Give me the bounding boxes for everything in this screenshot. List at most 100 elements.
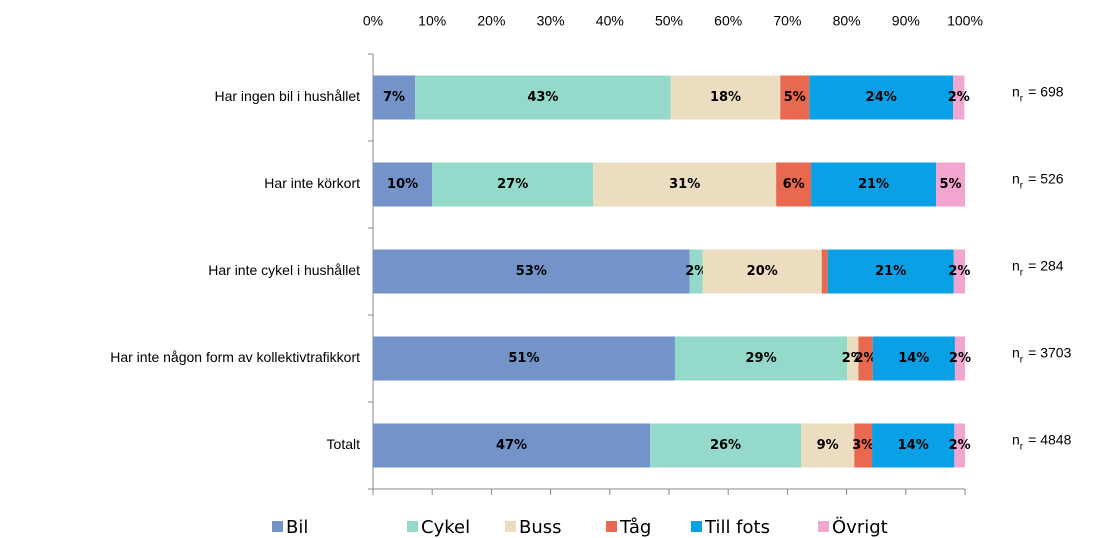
bar-segment xyxy=(776,162,812,207)
x-tick-label: 40% xyxy=(596,13,624,29)
bar-segment xyxy=(872,336,955,381)
bar-segment xyxy=(954,336,965,381)
bar-segment xyxy=(954,423,965,468)
annotation: nr = 526 xyxy=(1012,170,1064,191)
data-label: 2% xyxy=(949,438,971,453)
data-label: 10% xyxy=(387,177,418,192)
legend-swatch xyxy=(818,521,829,532)
legend-label: Bil xyxy=(286,517,308,538)
data-label: 2% xyxy=(842,351,864,366)
bar-segment xyxy=(702,249,822,294)
data-label: 24% xyxy=(866,90,897,105)
legend-label: Till fots xyxy=(704,517,770,538)
data-label: 5% xyxy=(939,177,961,192)
bar-segment xyxy=(373,336,675,381)
bar-segment xyxy=(373,75,416,120)
bar-segment xyxy=(650,423,802,468)
x-tick-label: 100% xyxy=(947,13,983,29)
legend-label: Buss xyxy=(519,517,562,538)
data-label: 21% xyxy=(875,264,906,279)
annotation-text: = 526 xyxy=(1028,170,1064,186)
x-tick-label: 30% xyxy=(537,13,565,29)
data-label: 21% xyxy=(858,177,889,192)
data-label: 14% xyxy=(898,438,929,453)
data-label: 2% xyxy=(685,264,707,279)
bar-segment xyxy=(670,75,781,120)
legend-label: Övrigt xyxy=(832,516,888,538)
annotation-text: = 284 xyxy=(1028,257,1064,273)
bar-segment xyxy=(811,162,936,207)
data-label: 26% xyxy=(710,438,741,453)
y-tick-label: Har inte körkort xyxy=(264,175,360,191)
annotation: nr = 4848 xyxy=(1012,431,1072,452)
data-label: 2% xyxy=(948,90,970,105)
bar-segment xyxy=(373,423,651,468)
bar-segment xyxy=(373,162,433,207)
annotation-sub: r xyxy=(1020,180,1024,191)
annotation-sub: r xyxy=(1020,354,1024,365)
bar-segment xyxy=(872,423,955,468)
bar-segment xyxy=(674,336,848,381)
bar-segment xyxy=(953,249,965,294)
bar-segment xyxy=(432,162,594,207)
annotation: nr = 284 xyxy=(1012,257,1064,278)
bar-segment xyxy=(854,423,873,468)
legend-swatch xyxy=(505,521,516,532)
y-tick-label: Har inte någon form av kollektivtrafikko… xyxy=(110,349,360,365)
data-label: 43% xyxy=(527,90,558,105)
y-tick-label: Totalt xyxy=(327,436,361,452)
annotation-sub: r xyxy=(1020,267,1024,278)
data-label: 6% xyxy=(783,177,805,192)
x-tick-label: 90% xyxy=(892,13,920,29)
bar-segment xyxy=(953,75,965,120)
x-tick-label: 0% xyxy=(363,13,383,29)
bar-segment xyxy=(801,423,855,468)
annotation-base: n xyxy=(1012,170,1020,186)
bar-segment xyxy=(847,336,859,381)
x-tick-label: 50% xyxy=(655,13,683,29)
y-tick-label: Har inte cykel i hushållet xyxy=(208,262,360,278)
bar-segment xyxy=(858,336,873,381)
legend-label: Tåg xyxy=(619,517,651,538)
legend-swatch xyxy=(691,521,702,532)
x-tick-label: 60% xyxy=(714,13,742,29)
x-tick-label: 10% xyxy=(418,13,446,29)
data-label: 9% xyxy=(817,438,839,453)
data-label: 18% xyxy=(710,90,741,105)
annotation: nr = 698 xyxy=(1012,83,1064,104)
data-label: 2% xyxy=(949,351,971,366)
bar-segment xyxy=(935,162,965,207)
data-label: 31% xyxy=(669,177,700,192)
data-label: 53% xyxy=(516,264,547,279)
x-tick-label: 80% xyxy=(833,13,861,29)
annotation: nr = 3703 xyxy=(1012,344,1072,365)
data-label: 47% xyxy=(496,438,527,453)
bar-segment xyxy=(415,75,671,120)
annotation-base: n xyxy=(1012,431,1020,447)
annotation-sub: r xyxy=(1020,93,1024,104)
data-label: 29% xyxy=(745,351,776,366)
annotation-base: n xyxy=(1012,344,1020,360)
bar-segment xyxy=(809,75,954,120)
x-tick-label: 20% xyxy=(477,13,505,29)
data-label: 14% xyxy=(898,351,929,366)
data-label: 7% xyxy=(383,90,405,105)
bar-segment xyxy=(373,249,690,294)
annotation-text: = 3703 xyxy=(1028,344,1071,360)
annotation-text: = 698 xyxy=(1028,83,1064,99)
data-label: 2% xyxy=(948,264,970,279)
bar-segment xyxy=(689,249,703,294)
annotation-sub: r xyxy=(1020,441,1024,452)
bar-segment xyxy=(593,162,777,207)
annotation-base: n xyxy=(1012,83,1020,99)
data-label: 51% xyxy=(508,351,539,366)
data-label: 2% xyxy=(855,351,877,366)
data-label: 3% xyxy=(852,438,874,453)
legend-swatch xyxy=(272,521,283,532)
bar-segment xyxy=(780,75,810,120)
annotation-base: n xyxy=(1012,257,1020,273)
legend-swatch xyxy=(407,521,418,532)
legend-label: Cykel xyxy=(421,517,470,538)
annotation-text: = 4848 xyxy=(1028,431,1071,447)
